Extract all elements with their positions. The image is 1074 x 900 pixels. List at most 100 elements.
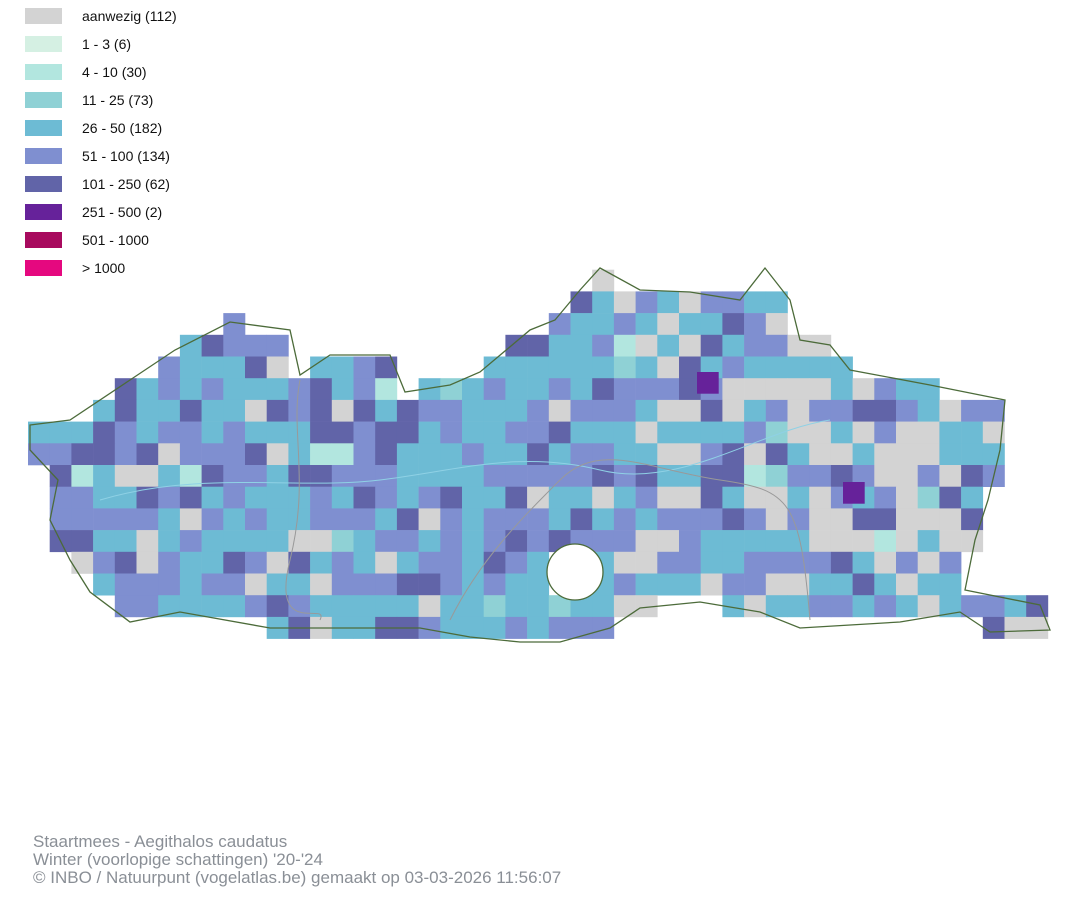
map-cell (136, 595, 159, 618)
map-cell (809, 465, 832, 487)
legend-swatch (25, 120, 62, 136)
map-cell (353, 595, 376, 618)
map-cell (114, 443, 137, 466)
map-cell (961, 508, 984, 531)
map-cell (71, 530, 94, 553)
legend-label: aanwezig (112) (82, 8, 177, 24)
map-cell (440, 399, 463, 422)
map-cell (353, 508, 376, 531)
legend-swatch (25, 260, 62, 276)
map-cell (852, 421, 875, 444)
map-cell (93, 573, 116, 596)
map-cell (201, 465, 224, 487)
map-cell (440, 573, 463, 596)
map-cell (353, 443, 376, 466)
map-cell (657, 508, 680, 531)
map-cell (136, 378, 159, 401)
map-cell (570, 443, 593, 466)
legend-swatch (25, 204, 62, 220)
map-cell (787, 421, 810, 444)
map-cell (592, 269, 615, 292)
map-cell (787, 551, 810, 574)
map-cell (310, 378, 333, 401)
map-cell (462, 421, 484, 444)
map-cell (136, 508, 159, 531)
map-cell (158, 399, 181, 422)
map-cell (375, 356, 398, 379)
map-cell (765, 595, 788, 618)
map-cell (548, 313, 571, 336)
map-cell (266, 573, 289, 596)
map-cell (635, 573, 658, 596)
map-cell (179, 443, 202, 466)
map-cell (548, 378, 571, 401)
map-cell (657, 465, 680, 487)
map-cell (28, 421, 50, 444)
map-cell (874, 421, 897, 444)
map-cell (223, 378, 246, 401)
map-cell (830, 595, 853, 618)
map-cell (245, 530, 267, 553)
map-cell (679, 530, 701, 553)
map-cell (982, 443, 1005, 466)
legend-label: 501 - 1000 (82, 232, 149, 248)
map-cell (375, 486, 398, 509)
map-cell (266, 595, 289, 618)
map-cell (505, 443, 528, 466)
map-cell (722, 399, 745, 422)
map-cell (765, 465, 788, 487)
map-cell (765, 313, 788, 336)
map-cell (657, 356, 680, 379)
map-cell (939, 530, 962, 553)
map-cell (266, 421, 289, 444)
map-cell (527, 616, 550, 639)
map-cell (939, 486, 962, 509)
map-cell (722, 486, 745, 509)
map-cell (635, 595, 658, 618)
map-cell (613, 573, 636, 596)
map-cell (787, 508, 810, 531)
map-cell (179, 486, 202, 509)
map-cell (179, 334, 202, 357)
map-cell (592, 334, 615, 357)
map-cell (852, 530, 875, 553)
map-cell (158, 573, 181, 596)
map-cell (744, 465, 767, 487)
map-cell (440, 443, 463, 466)
map-cell (201, 595, 224, 618)
map-cell (852, 508, 875, 531)
map-cell (266, 551, 289, 574)
map-cell (765, 530, 788, 553)
map-cell (93, 551, 116, 574)
map-cell (440, 551, 463, 574)
map-cell (266, 399, 289, 422)
map-cell (700, 399, 723, 422)
map-cell (310, 356, 333, 379)
map-cell (331, 595, 354, 618)
map-cell (939, 443, 962, 466)
map-cell (939, 573, 962, 596)
map-cell (245, 573, 267, 596)
legend-label: 251 - 500 (2) (82, 204, 163, 220)
map-cell (114, 530, 137, 553)
map-cell (136, 530, 159, 553)
map-cell (418, 486, 441, 509)
map-cell (114, 551, 137, 574)
map-cell (679, 486, 701, 509)
map-cell (375, 465, 398, 487)
map-cell (223, 595, 246, 618)
map-cell (635, 421, 658, 444)
map-cell (787, 399, 810, 422)
map-cell (505, 530, 528, 553)
map-cell (310, 421, 333, 444)
map-cell (440, 595, 463, 618)
map-cell (114, 465, 137, 487)
map-cell (939, 465, 962, 487)
map-cell (483, 616, 506, 639)
map-cell (375, 421, 398, 444)
map-cell (679, 334, 701, 357)
legend-item: 1 - 3 (6) (25, 30, 177, 58)
map-cell (874, 378, 897, 401)
map-cell (375, 443, 398, 466)
